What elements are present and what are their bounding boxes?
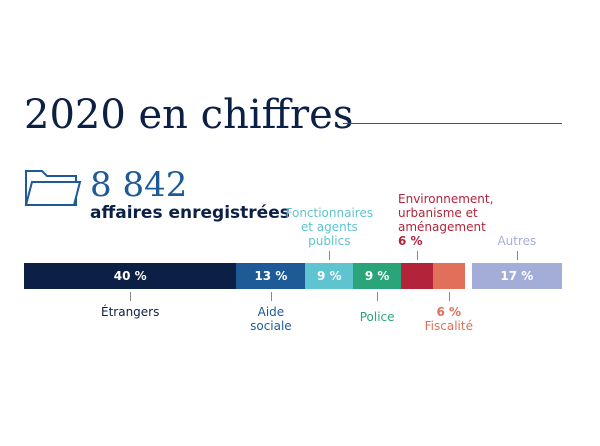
bar-segment: 13 % [236, 263, 306, 289]
category-label: 6 % Fiscalité [389, 305, 509, 333]
bar-segment [401, 263, 433, 289]
stat-label: affaires enregistrées [90, 203, 290, 223]
bar-segment: 9 % [353, 263, 401, 289]
category-name: Aide sociale [250, 305, 292, 333]
category-label: Étrangers [70, 305, 190, 319]
category-name: Étrangers [101, 305, 160, 319]
value-label: 9 % [317, 269, 342, 283]
value-label: 40 % [113, 269, 147, 283]
value-label: 17 % [500, 269, 534, 283]
category-label: Autres [457, 234, 577, 248]
stat-number: 8 842 [90, 165, 188, 205]
connector [130, 292, 132, 301]
value-label: 13 % [254, 269, 288, 283]
bar-segment: 40 % [24, 263, 237, 289]
category-name: Fiscalité [424, 319, 473, 333]
connector [516, 251, 518, 260]
value-label: 9 % [364, 269, 390, 283]
connector [416, 251, 418, 260]
bar-segment: 17 % [471, 263, 562, 289]
category-label: Environnement, urbanisme et aménagement 6… [398, 192, 508, 248]
category-label: Fonctionnaires et agents publics [269, 206, 389, 248]
title-rule [343, 123, 562, 124]
folder-icon [24, 170, 82, 206]
bar-segment [432, 263, 465, 289]
category-name: Autres [497, 234, 537, 248]
connector [448, 292, 450, 301]
category-label: Police [317, 310, 437, 324]
connector [329, 251, 331, 260]
category-name: Environnement, urbanisme et aménagement [398, 192, 494, 234]
category-name: Police [359, 310, 395, 324]
category-label: Aide sociale [211, 305, 331, 333]
chart-title: 2020 en chiffres [24, 92, 354, 138]
category-name: Fonctionnaires et agents publics [285, 206, 374, 248]
value-label: 6 % [436, 305, 462, 319]
connector [270, 292, 272, 301]
connector [377, 292, 379, 301]
value-label: 6 % [398, 234, 423, 248]
bar-segment: 9 % [305, 263, 354, 289]
